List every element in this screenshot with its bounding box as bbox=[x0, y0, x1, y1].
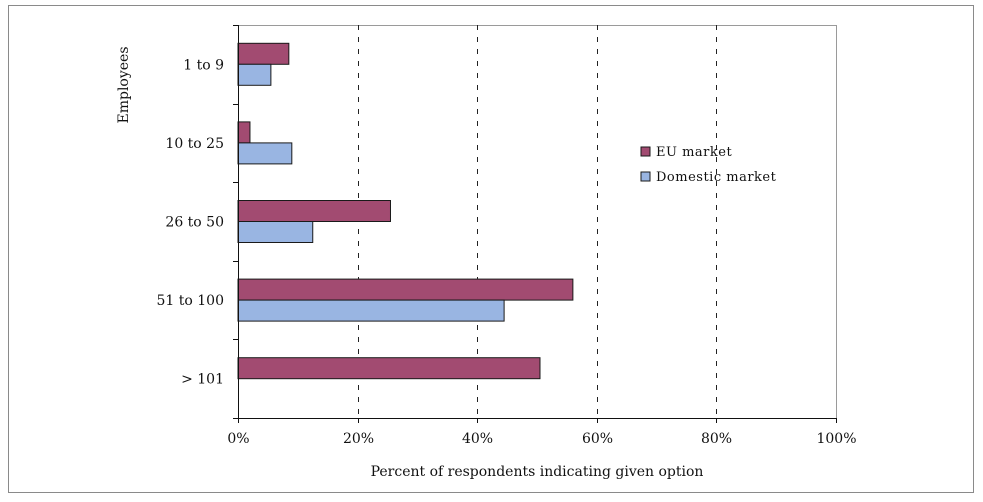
x-tick-label: 20% bbox=[343, 431, 374, 447]
category-label: 51 to 100 bbox=[157, 293, 225, 309]
bar-eu-market bbox=[237, 42, 290, 65]
legend: EU market Domestic market bbox=[640, 145, 777, 185]
legend-label-eu-market: EU market bbox=[656, 145, 732, 160]
bar-eu-market bbox=[237, 278, 574, 301]
labels: Employees Percent of respondents indicat… bbox=[116, 46, 857, 480]
category-label: 1 to 9 bbox=[183, 57, 224, 73]
axes bbox=[233, 25, 837, 423]
legend-label-domestic-market: Domestic market bbox=[656, 170, 777, 185]
bars bbox=[237, 42, 574, 380]
x-tick-label: 40% bbox=[462, 431, 493, 447]
bar-eu-market bbox=[237, 357, 541, 380]
bar-domestic-market bbox=[237, 63, 272, 86]
bar-domestic-market bbox=[237, 142, 293, 165]
x-axis-title: Percent of respondents indicating given … bbox=[371, 464, 704, 480]
x-tick-label: 80% bbox=[701, 431, 732, 447]
x-tick-label: 60% bbox=[582, 431, 613, 447]
legend-swatch-eu-market bbox=[640, 146, 651, 157]
outer-frame bbox=[8, 5, 974, 493]
category-label: > 101 bbox=[181, 372, 224, 388]
bar-eu-market bbox=[237, 121, 251, 144]
category-label: 10 to 25 bbox=[165, 136, 224, 152]
legend-swatch-domestic-market bbox=[640, 171, 651, 182]
bar-domestic-market bbox=[237, 221, 314, 243]
x-tick-label: 100% bbox=[816, 431, 856, 447]
bar-domestic-market bbox=[237, 299, 505, 322]
y-axis-title: Employees bbox=[116, 46, 132, 123]
category-label: 26 to 50 bbox=[165, 215, 224, 231]
x-tick-label: 0% bbox=[227, 431, 249, 447]
bar-eu-market bbox=[237, 200, 391, 222]
